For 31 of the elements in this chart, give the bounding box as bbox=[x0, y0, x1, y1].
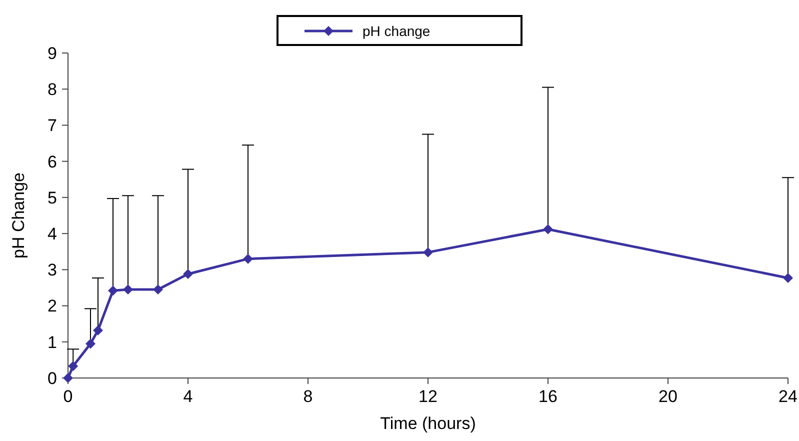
point bbox=[783, 272, 793, 283]
y-tick-label: 2 bbox=[48, 296, 57, 316]
y-tick-label: 5 bbox=[48, 188, 57, 208]
x-tick-label: 16 bbox=[538, 387, 558, 406]
point bbox=[243, 254, 253, 264]
x-tick-label: 0 bbox=[63, 387, 73, 406]
point bbox=[423, 247, 433, 258]
x-tick-label: 8 bbox=[303, 387, 313, 406]
y-tick-label: 0 bbox=[48, 368, 57, 388]
point bbox=[108, 286, 118, 296]
y-axis-title: pH Change bbox=[9, 172, 28, 259]
y-tick-label: 8 bbox=[48, 80, 57, 100]
x-axis-title: Time (hours) bbox=[380, 414, 476, 433]
legend-label: pH change bbox=[362, 22, 430, 39]
y-tick-label: 3 bbox=[48, 260, 57, 280]
point bbox=[183, 269, 193, 279]
point bbox=[86, 338, 96, 349]
y-tick-label: 9 bbox=[48, 44, 57, 63]
y-tick-label: 6 bbox=[48, 152, 57, 172]
x-tick-label: 20 bbox=[658, 387, 678, 406]
y-tick-label: 4 bbox=[48, 224, 57, 244]
point bbox=[123, 284, 133, 295]
point bbox=[93, 325, 103, 336]
y-tick-label: 1 bbox=[48, 332, 57, 352]
x-tick-label: 4 bbox=[183, 387, 193, 406]
x-tick-label: 12 bbox=[418, 387, 438, 406]
x-tick-label: 24 bbox=[778, 387, 798, 406]
point bbox=[153, 284, 163, 295]
y-tick-label: 7 bbox=[48, 116, 57, 136]
point bbox=[543, 224, 553, 234]
point bbox=[68, 361, 78, 372]
